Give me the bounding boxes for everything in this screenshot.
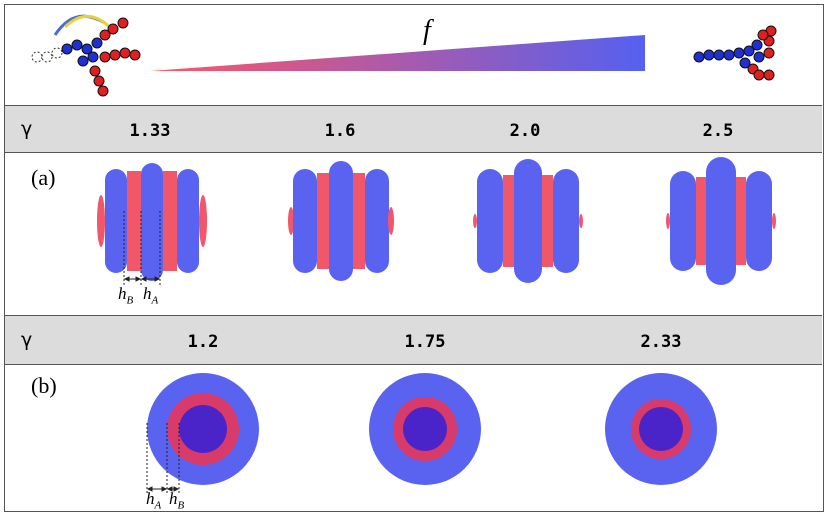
lamellar-structure xyxy=(473,159,583,283)
thickness-label-hA: hA xyxy=(146,489,162,512)
linear-polymer-icon xyxy=(693,25,777,81)
thickness-label-hA: hA xyxy=(143,284,159,307)
gamma-value: 2.5 xyxy=(702,121,734,141)
header-graphic xyxy=(31,14,777,97)
branched-polymer-icon xyxy=(31,14,141,97)
panel-b-graphic xyxy=(146,373,717,493)
gamma-bar-b: γ 1.2 1.75 2.33 xyxy=(5,315,822,365)
gamma-symbol: γ xyxy=(21,118,33,140)
core-shell-structure xyxy=(369,373,481,485)
figure-frame: f γ 1.33 1.6 2.0 2.5 (a) xyxy=(4,4,824,512)
panel-a-graphic xyxy=(97,157,776,285)
thickness-guides xyxy=(123,211,161,285)
gamma-bar-a: γ 1.33 1.6 2.0 2.5 xyxy=(5,105,822,153)
composition-gradient-wedge xyxy=(150,35,645,71)
lamellar-structure xyxy=(666,157,776,285)
thickness-label-hB: hB xyxy=(169,489,185,512)
gamma-value: 2.33 xyxy=(640,332,682,352)
gamma-value: 1.75 xyxy=(404,332,446,352)
panel-label-b: (b) xyxy=(31,373,57,398)
thickness-arrows xyxy=(123,276,161,282)
gamma-value: 1.33 xyxy=(129,121,171,141)
gamma-value: 1.2 xyxy=(187,332,219,352)
thickness-arrows xyxy=(146,486,180,492)
gradient-label: f xyxy=(423,15,431,46)
thickness-label-hB: hB xyxy=(118,284,134,307)
lamellar-structure xyxy=(97,163,207,281)
gamma-value: 2.0 xyxy=(509,121,541,141)
core-shell-structure xyxy=(605,373,717,485)
gamma-symbol: γ xyxy=(21,329,33,351)
gamma-value: 1.6 xyxy=(324,121,356,141)
lamellar-structure xyxy=(288,161,394,281)
panel-label-a: (a) xyxy=(31,165,56,190)
core-shell-structure xyxy=(147,373,259,485)
